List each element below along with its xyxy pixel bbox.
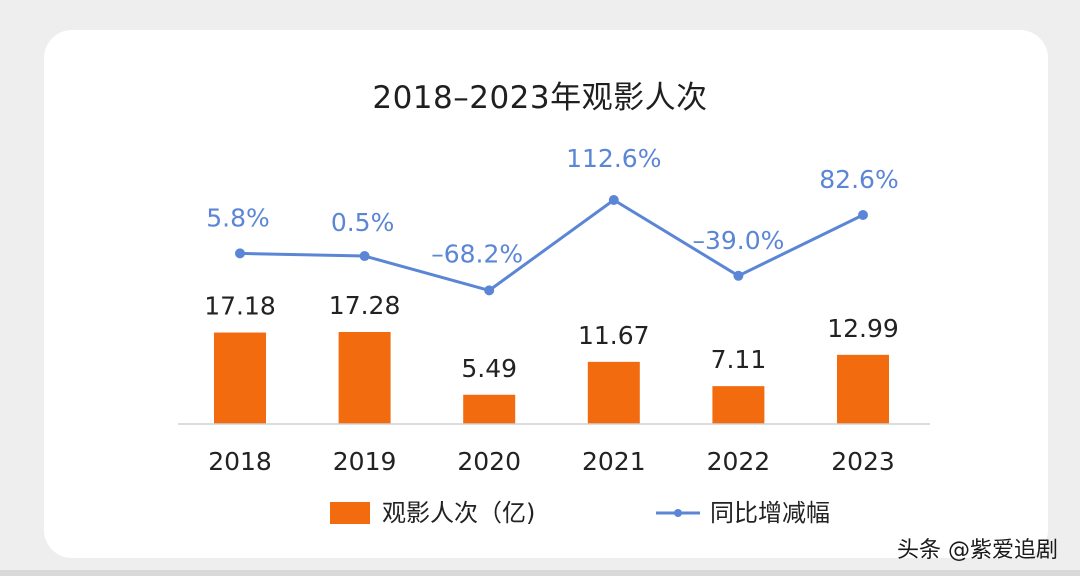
bar-value-label-2021: 11.67 <box>578 321 650 350</box>
x-tick-label-2022: 2022 <box>707 447 771 476</box>
yoy-label-2021: 112.6% <box>566 144 661 173</box>
bar-value-label-2020: 5.49 <box>461 354 517 383</box>
yoy-label-2018: 5.8% <box>206 203 270 232</box>
watermark: 头条 @紫爱追剧 <box>897 538 1058 563</box>
bar-2019 <box>338 332 391 424</box>
legend-line-label: 同比增减幅 <box>710 499 830 527</box>
bar-2020 <box>463 394 516 424</box>
legend-bar-swatch <box>330 502 370 524</box>
yoy-point-2023 <box>858 210 868 220</box>
legend-line-marker <box>674 509 682 517</box>
bar-value-label-2018: 17.18 <box>204 292 276 321</box>
x-tick-label-2020: 2020 <box>457 447 521 476</box>
bottom-edge <box>0 570 1080 576</box>
chart-title: 2018–2023年观影人次 <box>372 80 708 116</box>
yoy-label-2023: 82.6% <box>819 165 898 194</box>
yoy-point-2018 <box>235 248 245 259</box>
yoy-label-2019: 0.5% <box>331 208 395 237</box>
yoy-label-2020: –68.2% <box>431 239 523 268</box>
bar-2021 <box>587 361 640 424</box>
yoy-label-2022: –39.0% <box>692 226 784 255</box>
yoy-point-2020 <box>484 285 495 296</box>
chart-card <box>44 30 1048 558</box>
x-tick-label-2018: 2018 <box>208 447 272 476</box>
x-tick-label-2021: 2021 <box>582 447 646 476</box>
x-tick-label-2019: 2019 <box>333 447 397 476</box>
bar-2023 <box>837 354 889 424</box>
bar-2018 <box>214 332 266 424</box>
bar-value-label-2019: 17.28 <box>329 291 401 320</box>
yoy-point-2019 <box>359 251 370 262</box>
yoy-line <box>239 198 864 292</box>
yoy-point-2021 <box>608 195 619 205</box>
bar-2022 <box>712 386 765 424</box>
x-tick-label-2023: 2023 <box>831 447 895 476</box>
yoy-point-2022 <box>733 270 744 281</box>
legend-bar-label: 观影人次（亿) <box>382 499 535 527</box>
bar-value-label-2022: 7.11 <box>711 345 767 374</box>
bar-value-label-2023: 12.99 <box>827 314 899 343</box>
